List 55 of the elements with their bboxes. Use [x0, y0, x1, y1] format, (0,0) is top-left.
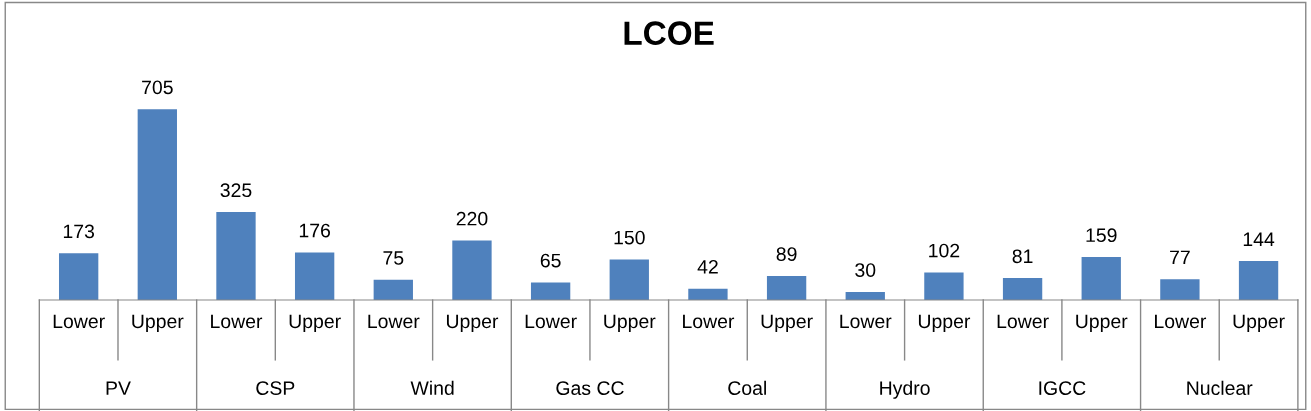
bar [530, 282, 571, 301]
data-label: 42 [697, 259, 718, 274]
bar [373, 279, 413, 301]
data-label: 77 [1170, 250, 1190, 265]
bar [59, 253, 99, 301]
bar [294, 252, 335, 301]
x-tick-label: Upper [604, 314, 656, 333]
x-tick-label: Lower [997, 314, 1049, 329]
data-label: 176 [299, 223, 331, 238]
x-tick-label: Lower [368, 314, 420, 329]
data-label: 89 [776, 247, 797, 261]
data-label: 102 [929, 243, 960, 258]
x-tick-label: Upper [446, 314, 499, 333]
data-label: 325 [220, 183, 252, 198]
bar [452, 240, 492, 301]
x-tick-label: Upper [132, 314, 184, 333]
bar [1238, 261, 1279, 301]
bar [1081, 256, 1121, 301]
text: Wind [410, 380, 454, 396]
x-tick-label: Upper [1233, 314, 1285, 333]
x-tick-label: Lower [53, 314, 105, 329]
text: Gas CC [556, 381, 624, 396]
data-label: 150 [614, 230, 645, 245]
chart-title: LCOE [624, 21, 714, 45]
text: IGCC [1039, 381, 1086, 396]
bar [137, 109, 177, 301]
text: PV [106, 381, 131, 395]
x-tick-label: Upper [761, 314, 813, 333]
bar [766, 275, 807, 301]
data-label: 30 [855, 263, 876, 277]
bar [216, 212, 256, 301]
data-label: 173 [63, 224, 95, 239]
bar [1160, 279, 1200, 301]
text: Nuclear [1187, 380, 1253, 396]
x-tick-label: Lower [840, 314, 892, 329]
data-label: 159 [1086, 228, 1117, 243]
data-label: 65 [540, 253, 561, 268]
text: Coal [728, 380, 766, 396]
bar [1002, 278, 1043, 301]
data-label: 144 [1243, 232, 1275, 246]
x-tick-label: Lower [683, 314, 735, 329]
bar [609, 259, 649, 301]
data-label: 81 [1012, 249, 1033, 264]
x-tick-label: Lower [525, 314, 577, 329]
bar [924, 272, 964, 301]
x-tick-label: Lower [211, 314, 263, 329]
x-tick-label: Lower [1155, 314, 1207, 329]
text: Hydro [880, 380, 930, 399]
text: CSP [256, 381, 295, 396]
x-tick-label: Upper [918, 314, 971, 333]
x-tick-label: Upper [1076, 314, 1128, 333]
data-label: 705 [142, 80, 173, 95]
data-label: 220 [456, 211, 488, 226]
data-label: 75 [383, 251, 404, 265]
x-tick-label: Upper [289, 314, 341, 333]
